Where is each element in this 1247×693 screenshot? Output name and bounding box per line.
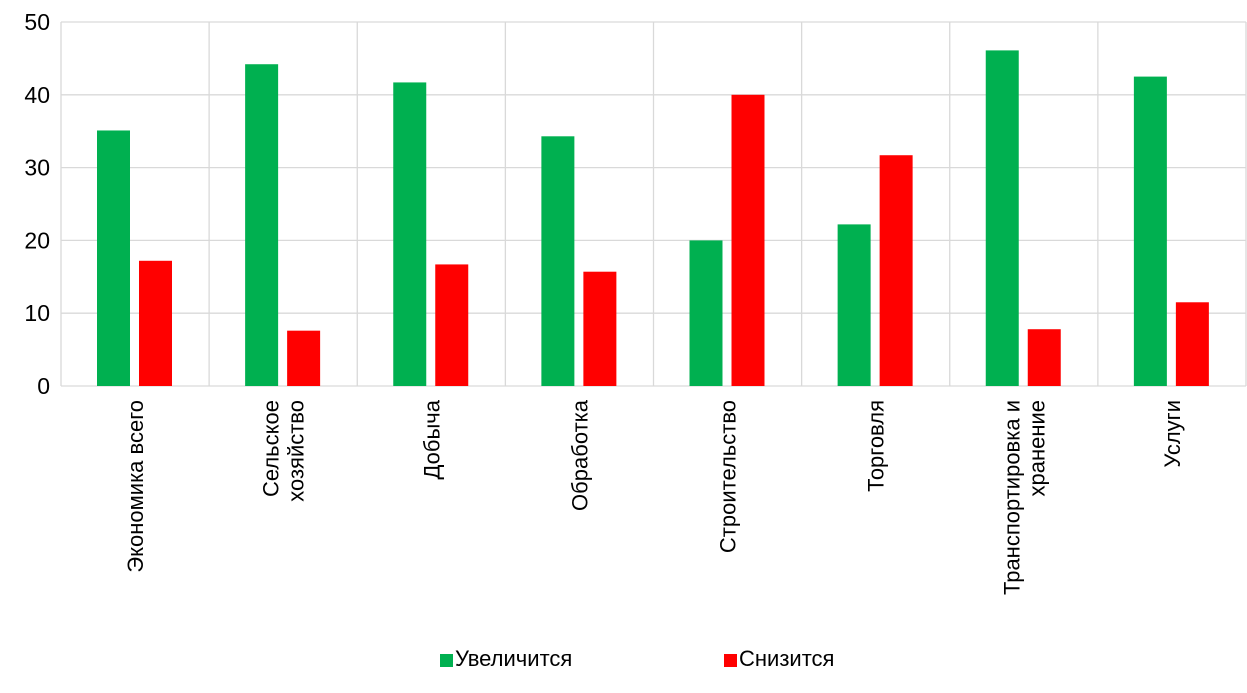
x-tick-label: Строительство <box>716 400 741 553</box>
bar-increase <box>541 136 575 386</box>
y-tick-label: 20 <box>24 227 50 253</box>
y-tick-label: 40 <box>24 82 50 108</box>
y-tick-label: 50 <box>24 9 50 35</box>
bar-increase <box>393 82 427 386</box>
bar-decrease <box>1175 302 1209 386</box>
bar-increase <box>1133 76 1167 386</box>
bar-decrease <box>139 260 172 386</box>
bar-increase <box>97 130 130 386</box>
x-tick-label: Транспортировка и <box>999 400 1024 595</box>
y-tick-label: 10 <box>24 300 50 326</box>
bar-decrease <box>287 330 321 386</box>
x-tick-label: хранение <box>1024 400 1049 497</box>
x-tick-label: Сельское <box>259 400 284 497</box>
bar-increase <box>689 240 723 386</box>
legend-label: Снизится <box>739 646 834 671</box>
legend-swatch <box>724 654 737 667</box>
bar-decrease <box>583 271 617 386</box>
y-tick-label: 30 <box>24 155 50 181</box>
bar-decrease <box>435 264 469 386</box>
bar-decrease <box>1027 329 1061 386</box>
x-tick-label: хозяйство <box>284 400 309 502</box>
legend-swatch <box>440 654 453 667</box>
bar-increase <box>985 50 1019 386</box>
bar-decrease <box>731 94 765 387</box>
bar-increase <box>245 64 279 386</box>
x-tick-label: Добыча <box>419 399 444 479</box>
bar-increase <box>837 224 871 386</box>
x-tick-label: Услуги <box>1160 400 1185 468</box>
y-tick-label: 0 <box>37 373 50 399</box>
x-tick-label: Экономика всего <box>123 400 148 573</box>
bar-decrease <box>879 155 913 386</box>
x-tick-label: Торговля <box>864 400 889 492</box>
x-tick-label: Обработка <box>567 399 592 511</box>
legend-label: Увеличится <box>455 646 572 671</box>
